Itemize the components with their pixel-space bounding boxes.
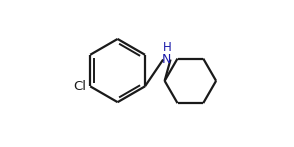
Text: N: N <box>162 53 171 66</box>
Text: Cl: Cl <box>74 80 86 93</box>
Text: H: H <box>163 41 171 54</box>
